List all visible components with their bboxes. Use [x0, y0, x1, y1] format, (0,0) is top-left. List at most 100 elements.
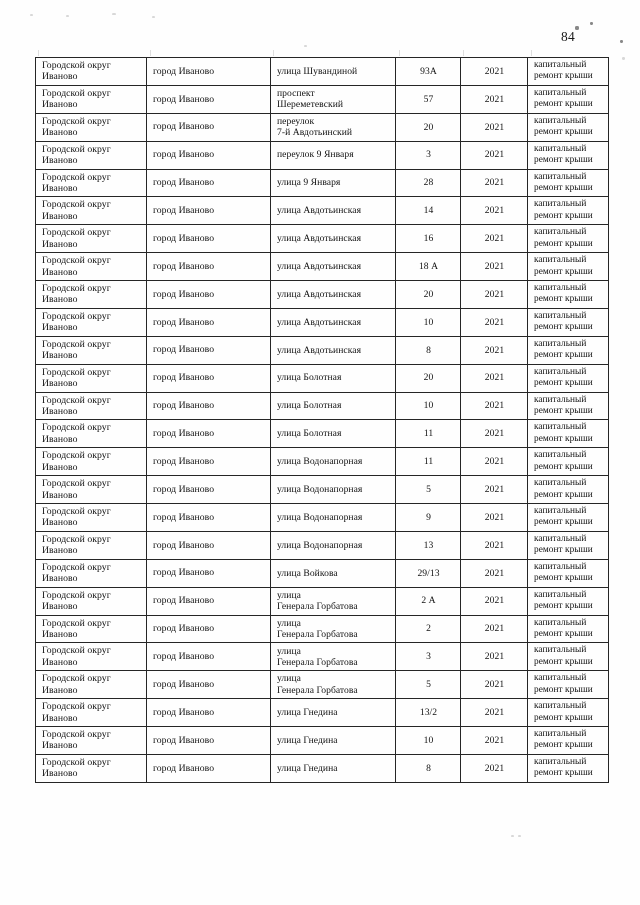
cell-settlement: город Иваново — [146, 57, 271, 86]
cell-work-type: капитальный ремонт крыши — [527, 363, 609, 393]
cell-settlement: город Иваново — [146, 642, 271, 672]
cell-year: 2021 — [460, 140, 528, 170]
work-line-1: капитальный — [534, 729, 587, 740]
cell-settlement: город Иваново — [146, 168, 271, 198]
scan-speck — [304, 45, 307, 47]
work-line-1: капитальный — [534, 645, 587, 656]
street-line-1: улица — [277, 645, 301, 657]
cell-municipality: Городской округ Иваново — [35, 84, 147, 114]
cell-year: 2021 — [460, 753, 528, 783]
cell-year: 2021 — [460, 280, 528, 309]
cell-street: улица Авдотьинская — [270, 224, 396, 254]
cell-work-type: капитальный ремонт крыши — [527, 335, 609, 365]
street-line-1: улица Водонапорная — [277, 511, 363, 523]
cell-municipality: Городской округ Иваново — [35, 140, 147, 170]
street-line-1: улица Шувандиной — [277, 65, 358, 77]
cell-house-number: 10 — [395, 726, 461, 755]
work-line-2: ремонт крыши — [534, 155, 593, 166]
table-row: Городской округ Иваново город Иваново улиц… — [35, 558, 609, 588]
cell-street: улица Авдотьинская — [270, 252, 396, 281]
work-line-1: капитальный — [534, 589, 587, 600]
scan-speck — [622, 57, 625, 60]
street-line-2: Генерала Горбатова — [277, 628, 358, 640]
cell-municipality: Городской округ Иваново — [35, 614, 147, 644]
cell-year: 2021 — [460, 224, 528, 254]
work-line-2: ремонт крыши — [534, 712, 593, 723]
cell-municipality: Городской округ Иваново — [35, 726, 147, 755]
street-line-1: улица Гнедина — [277, 762, 338, 774]
table-row: Городской округ Иваново город Иваново улиц… — [35, 224, 609, 254]
table-row: Городской округ Иваново город Иваново улиц… — [35, 168, 609, 198]
cell-house-number: 93А — [395, 57, 461, 86]
cell-municipality: Городской округ Иваново — [35, 642, 147, 672]
street-line-2: 7-й Авдотьинский — [277, 127, 353, 139]
table-row: Городской округ Иваново город Иваново улиц… — [35, 698, 609, 727]
table-row: Городской округ Иваново город Иваново улиц… — [35, 447, 609, 477]
work-line-2: ремонт крыши — [534, 99, 593, 110]
cell-street: улица Авдотьинская — [270, 280, 396, 309]
work-line-1: капитальный — [534, 422, 587, 433]
table-row: Городской округ Иваново город Иваново улиц… — [35, 391, 609, 421]
cell-work-type: капитальный ремонт крыши — [527, 753, 609, 783]
cell-work-type: капитальный ремонт крыши — [527, 475, 609, 504]
cell-street: переулок 7-й Авдотьинский — [270, 112, 396, 142]
table-row: Городской округ Иваново город Иваново улиц… — [35, 280, 609, 309]
cell-municipality: Городской округ Иваново — [35, 224, 147, 254]
cell-municipality: Городской округ Иваново — [35, 447, 147, 477]
cell-settlement: город Иваново — [146, 391, 271, 421]
work-line-1: капитальный — [534, 478, 587, 489]
cell-house-number: 8 — [395, 335, 461, 365]
cell-settlement: город Иваново — [146, 726, 271, 755]
street-line-1: улица Водонапорная — [277, 483, 363, 495]
street-line-2: Генерала Горбатова — [277, 601, 358, 613]
cell-street: улица Водонапорная — [270, 503, 396, 532]
street-line-1: улица 9 Января — [277, 177, 341, 189]
cell-settlement: город Иваново — [146, 503, 271, 532]
work-line-2: ремонт крыши — [534, 768, 593, 779]
cell-street: улица Генерала Горбатова — [270, 642, 396, 672]
scan-speck — [575, 26, 579, 30]
cell-municipality: Городской округ Иваново — [35, 57, 147, 86]
cell-house-number: 10 — [395, 307, 461, 337]
work-line-1: капитальный — [534, 394, 587, 405]
cell-year: 2021 — [460, 614, 528, 644]
cell-settlement: город Иваново — [146, 475, 271, 504]
scan-artifact — [273, 50, 274, 56]
cell-municipality: Городской округ Иваново — [35, 196, 147, 226]
work-line-2: ремонт крыши — [534, 266, 593, 277]
cell-street: улица Генерала Горбатова — [270, 670, 396, 700]
cell-settlement: город Иваново — [146, 698, 271, 727]
cell-year: 2021 — [460, 252, 528, 281]
work-line-1: капитальный — [534, 255, 587, 266]
cell-settlement: город Иваново — [146, 112, 271, 142]
cell-house-number: 5 — [395, 475, 461, 504]
street-line-2: Генерала Горбатова — [277, 656, 358, 668]
scan-speck — [590, 22, 593, 25]
cell-house-number: 10 — [395, 391, 461, 421]
cell-year: 2021 — [460, 447, 528, 477]
cell-municipality: Городской округ Иваново — [35, 586, 147, 616]
cell-house-number: 2 А — [395, 586, 461, 616]
street-line-2: Шереметевский — [277, 99, 344, 111]
table-row: Городской округ Иваново город Иваново улиц… — [35, 419, 609, 449]
cell-house-number: 20 — [395, 363, 461, 393]
cell-settlement: город Иваново — [146, 196, 271, 226]
street-line-2: Генерала Горбатова — [277, 684, 358, 696]
cell-street: улица Водонапорная — [270, 475, 396, 504]
cell-work-type: капитальный ремонт крыши — [527, 252, 609, 281]
street-line-1: улица Авдотьинская — [277, 288, 362, 300]
work-line-1: капитальный — [534, 115, 587, 126]
table-row: Городской округ Иваново город Иваново улиц… — [35, 503, 609, 532]
cell-work-type: капитальный ремонт крыши — [527, 614, 609, 644]
street-line-1: улица — [277, 589, 301, 601]
cell-work-type: капитальный ремонт крыши — [527, 112, 609, 142]
cell-house-number: 2 — [395, 614, 461, 644]
table-row: Городской округ Иваново город Иваново улиц… — [35, 335, 609, 365]
work-line-1: капитальный — [534, 617, 587, 628]
cell-year: 2021 — [460, 419, 528, 449]
cell-house-number: 11 — [395, 447, 461, 477]
work-line-1: капитальный — [534, 60, 587, 71]
scan-artifact — [150, 50, 151, 56]
cell-street: улица Водонапорная — [270, 447, 396, 477]
work-line-2: ремонт крыши — [534, 740, 593, 751]
